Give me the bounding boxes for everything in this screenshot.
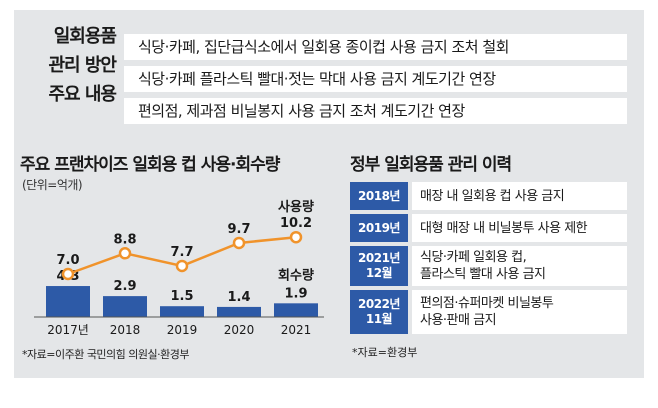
- usage-point: [289, 230, 303, 244]
- x-tick-label: 2018: [110, 323, 141, 337]
- usage-point: [175, 259, 189, 273]
- usage-value-label: 7.0: [56, 253, 79, 268]
- history-row: 2021년 12월 식당·카페 일회용 컵, 플라스틱 빨대 사용 금지: [350, 246, 627, 286]
- history-description: 대형 매장 내 비닐봉투 사용 제한: [412, 214, 627, 242]
- history-date: 2018년: [350, 182, 408, 210]
- x-tick-label: 2017년: [47, 323, 89, 337]
- history-row: 2022년 11월 편의점·슈퍼마켓 비닐봉투 사용·판매 금지: [350, 290, 627, 334]
- x-tick-label: 2020: [224, 323, 255, 337]
- bar-value-label: 1.4: [227, 290, 250, 305]
- policy-item: 식당·카페 플라스틱 빨대·젓는 막대 사용 금지 계도기간 연장: [124, 66, 627, 92]
- history-description: 편의점·슈퍼마켓 비닐봉투 사용·판매 금지: [412, 290, 627, 334]
- x-tick-label: 2021: [281, 323, 312, 337]
- bar-value-label: 2.9: [113, 279, 136, 294]
- history-row: 2019년 대형 매장 내 비닐봉투 사용 제한: [350, 214, 627, 242]
- history-date: 2019년: [350, 214, 408, 242]
- chart-unit-label: (단위=억개): [22, 178, 83, 192]
- usage-value-label: 10.2: [280, 216, 312, 231]
- recovery-series-label: 회수량: [278, 267, 314, 283]
- usage-value-label: 8.8: [113, 232, 136, 247]
- history-description: 매장 내 일회용 컵 사용 금지: [412, 182, 627, 210]
- usage-point: [232, 236, 246, 250]
- bar-mark: [103, 296, 147, 317]
- bar-value-label: 1.9: [284, 286, 307, 301]
- history-date: 2021년 12월: [350, 246, 408, 286]
- policy-item: 편의점, 제과점 비닐봉지 사용 금지 조처 계도기간 연장: [124, 98, 627, 124]
- bar-mark: [160, 306, 204, 317]
- x-tick-label: 2019: [167, 323, 198, 337]
- history-source: *자료=환경부: [352, 346, 418, 359]
- usage-value-label: 9.7: [227, 222, 250, 237]
- bar-value-label: 1.5: [170, 289, 193, 304]
- cup-usage-chart: 4.32.91.51.41.97.08.87.79.710.2사용량회수량201…: [34, 199, 324, 337]
- usage-series-label: 사용량: [278, 199, 314, 215]
- chart-title: 주요 프랜차이즈 일회용 컵 사용·회수량: [20, 155, 280, 175]
- usage-point: [118, 247, 132, 260]
- policy-item: 식당·카페, 집단급식소에서 일회용 종이컵 사용 금지 조처 철회: [124, 34, 627, 60]
- bar-mark: [217, 306, 261, 317]
- bar-mark: [274, 303, 318, 317]
- usage-point: [61, 267, 75, 281]
- history-row: 2018년 매장 내 일회용 컵 사용 금지: [350, 182, 627, 210]
- history-title: 정부 일회용품 관리 이력: [350, 155, 512, 175]
- history-date: 2022년 11월: [350, 290, 408, 334]
- bar-mark: [46, 286, 90, 317]
- chart-source: *자료=이주환 국민의힘 의원실·환경부: [22, 348, 190, 361]
- usage-value-label: 7.7: [170, 245, 193, 260]
- policy-section-title: 일회용품 관리 방안 주요 내용: [48, 26, 117, 105]
- history-description: 식당·카페 일회용 컵, 플라스틱 빨대 사용 금지: [412, 246, 627, 286]
